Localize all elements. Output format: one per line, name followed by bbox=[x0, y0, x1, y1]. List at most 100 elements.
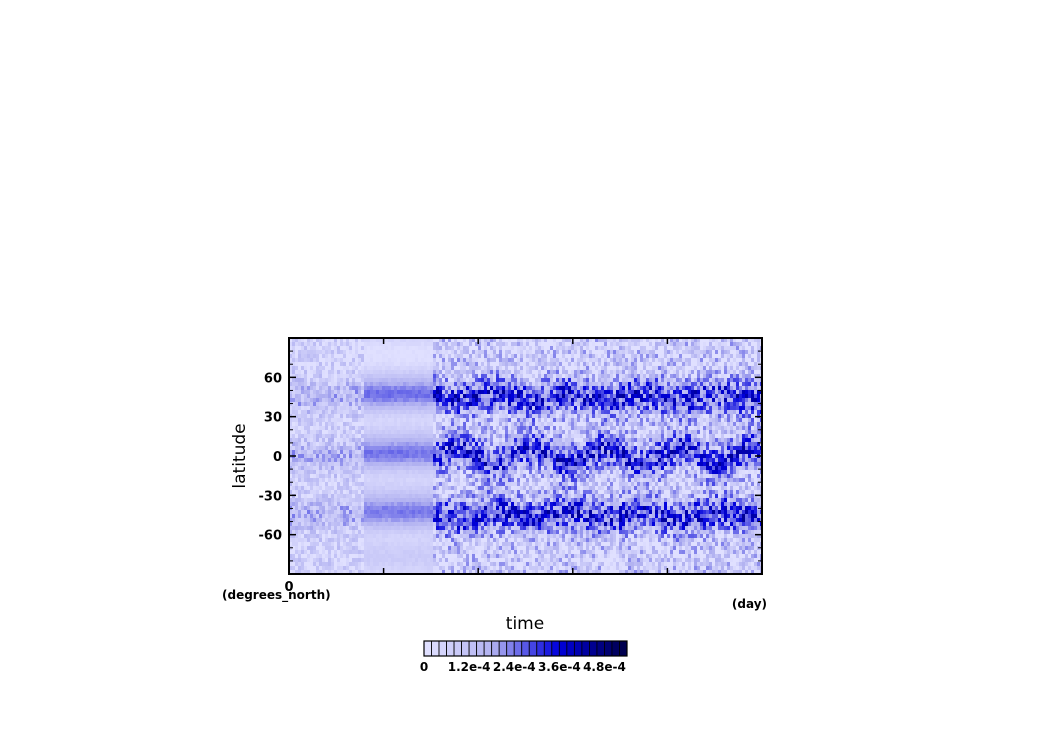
heatmap-cell bbox=[316, 366, 320, 371]
heatmap-cell bbox=[412, 498, 416, 503]
heatmap-cell bbox=[328, 538, 332, 543]
heatmap-cell bbox=[391, 538, 395, 543]
heatmap-cell bbox=[508, 554, 512, 559]
heatmap-cell bbox=[376, 538, 380, 543]
heatmap-cell bbox=[304, 486, 308, 491]
heatmap-cell bbox=[526, 374, 530, 379]
heatmap-cell bbox=[502, 462, 506, 467]
heatmap-cell bbox=[400, 538, 404, 543]
heatmap-cell bbox=[418, 482, 422, 487]
heatmap-cell bbox=[355, 486, 359, 491]
heatmap-cell bbox=[397, 546, 401, 551]
heatmap-cell bbox=[394, 350, 398, 355]
heatmap-cell bbox=[514, 434, 518, 439]
heatmap-cell bbox=[298, 546, 302, 551]
heatmap-cell bbox=[505, 498, 509, 503]
heatmap-cell bbox=[520, 430, 524, 435]
heatmap-cell bbox=[412, 530, 416, 535]
heatmap-cell bbox=[442, 346, 446, 351]
heatmap-cell bbox=[493, 370, 497, 375]
heatmap-cell bbox=[427, 346, 431, 351]
heatmap-cell bbox=[370, 554, 374, 559]
heatmap-cell bbox=[502, 438, 506, 443]
heatmap-cell bbox=[313, 502, 317, 507]
heatmap-cell bbox=[358, 502, 362, 507]
heatmap-cell bbox=[427, 370, 431, 375]
heatmap-cell bbox=[523, 474, 527, 479]
heatmap-cell bbox=[331, 358, 335, 363]
heatmap-cell bbox=[289, 390, 293, 395]
heatmap-cell bbox=[418, 438, 422, 443]
heatmap-cell bbox=[328, 394, 332, 399]
heatmap-cell bbox=[457, 530, 461, 535]
heatmap-cell bbox=[349, 450, 353, 455]
heatmap-cell bbox=[382, 434, 386, 439]
heatmap-cell bbox=[469, 342, 473, 347]
heatmap-cell bbox=[370, 522, 374, 527]
heatmap-cell bbox=[496, 538, 500, 543]
heatmap-cell bbox=[355, 350, 359, 355]
heatmap-cell bbox=[415, 382, 419, 387]
heatmap-cell bbox=[310, 418, 314, 423]
heatmap-cell bbox=[400, 418, 404, 423]
heatmap-cell bbox=[337, 558, 341, 563]
heatmap-cell bbox=[400, 378, 404, 383]
heatmap-cell bbox=[484, 398, 488, 403]
heatmap-cell bbox=[334, 458, 338, 463]
heatmap-cell bbox=[346, 346, 350, 351]
heatmap-cell bbox=[334, 446, 338, 451]
heatmap-cell bbox=[493, 550, 497, 555]
heatmap-cell bbox=[514, 418, 518, 423]
heatmap-cell bbox=[514, 386, 518, 391]
heatmap-cell bbox=[433, 458, 437, 463]
heatmap-cell bbox=[340, 514, 344, 519]
heatmap-cell bbox=[487, 570, 491, 574]
heatmap-cell bbox=[484, 478, 488, 483]
heatmap-cell bbox=[460, 494, 464, 499]
heatmap-cell bbox=[391, 354, 395, 359]
heatmap-cell bbox=[376, 534, 380, 539]
heatmap-cell bbox=[445, 530, 449, 535]
heatmap-cell bbox=[535, 422, 539, 427]
heatmap-cell bbox=[415, 458, 419, 463]
heatmap-cell bbox=[307, 406, 311, 411]
heatmap-cell bbox=[331, 346, 335, 351]
heatmap-cell bbox=[355, 434, 359, 439]
heatmap-cell bbox=[364, 462, 368, 467]
heatmap-cell bbox=[505, 550, 509, 555]
heatmap-cell bbox=[322, 530, 326, 535]
heatmap-cell bbox=[346, 550, 350, 555]
heatmap-cell bbox=[517, 402, 521, 407]
heatmap-cell bbox=[325, 382, 329, 387]
heatmap-cell bbox=[451, 562, 455, 567]
heatmap-cell bbox=[301, 498, 305, 503]
heatmap-cell bbox=[409, 494, 413, 499]
heatmap-cell bbox=[523, 402, 527, 407]
heatmap-cell bbox=[412, 418, 416, 423]
heatmap-cell bbox=[397, 370, 401, 375]
heatmap-cell bbox=[475, 502, 479, 507]
heatmap-cell bbox=[466, 510, 470, 515]
heatmap-cell bbox=[397, 422, 401, 427]
heatmap-cell bbox=[499, 386, 503, 391]
heatmap-cell bbox=[358, 518, 362, 523]
heatmap-cell bbox=[412, 442, 416, 447]
heatmap-cell bbox=[364, 378, 368, 383]
heatmap-cell bbox=[370, 530, 374, 535]
heatmap-cell bbox=[379, 566, 383, 571]
heatmap-cell bbox=[319, 354, 323, 359]
heatmap-cell bbox=[430, 410, 434, 415]
heatmap-cell bbox=[520, 434, 524, 439]
heatmap-cell bbox=[376, 410, 380, 415]
heatmap-cell bbox=[382, 510, 386, 515]
heatmap-cell bbox=[298, 502, 302, 507]
heatmap-cell bbox=[301, 418, 305, 423]
heatmap-cell bbox=[448, 506, 452, 511]
heatmap-cell bbox=[487, 530, 491, 535]
heatmap-cell bbox=[472, 466, 476, 471]
heatmap-cell bbox=[523, 570, 527, 574]
heatmap-cell bbox=[295, 386, 299, 391]
heatmap-cell bbox=[481, 414, 485, 419]
heatmap-cell bbox=[505, 506, 509, 511]
heatmap-cell bbox=[316, 502, 320, 507]
